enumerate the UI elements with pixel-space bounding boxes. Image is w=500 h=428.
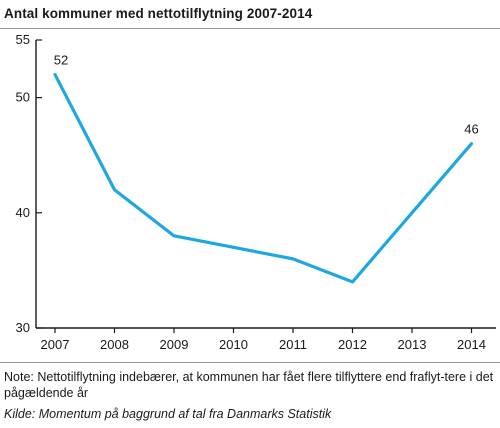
y-tick-label: 30 <box>16 320 30 335</box>
x-tick-label: 2007 <box>41 337 70 352</box>
top-divider <box>0 28 500 29</box>
chart-source: Kilde: Momentum på baggrund af tal fra D… <box>4 407 332 421</box>
x-tick-label: 2014 <box>457 337 486 352</box>
x-tick-label: 2010 <box>219 337 248 352</box>
data-label: 46 <box>464 122 478 137</box>
x-tick-label: 2009 <box>160 337 189 352</box>
x-tick-label: 2011 <box>279 337 307 352</box>
data-label: 52 <box>54 53 68 68</box>
x-tick-label: 2013 <box>398 337 427 352</box>
y-tick-label: 55 <box>16 32 30 47</box>
chart-note: Note: Nettotilflytning indebærer, at kom… <box>4 370 494 400</box>
chart-title: Antal kommuner med nettotilflytning 2007… <box>4 6 313 21</box>
x-tick-label: 2012 <box>338 337 367 352</box>
y-tick-label: 50 <box>16 90 30 105</box>
bottom-divider <box>0 362 500 363</box>
x-tick-label: 2008 <box>100 337 129 352</box>
series-line <box>53 72 474 284</box>
line-chart: 30 40 50 55 2007 2008 2009 2010 2011 2012 2013 2014… <box>16 32 496 352</box>
y-tick-label: 40 <box>16 205 30 220</box>
